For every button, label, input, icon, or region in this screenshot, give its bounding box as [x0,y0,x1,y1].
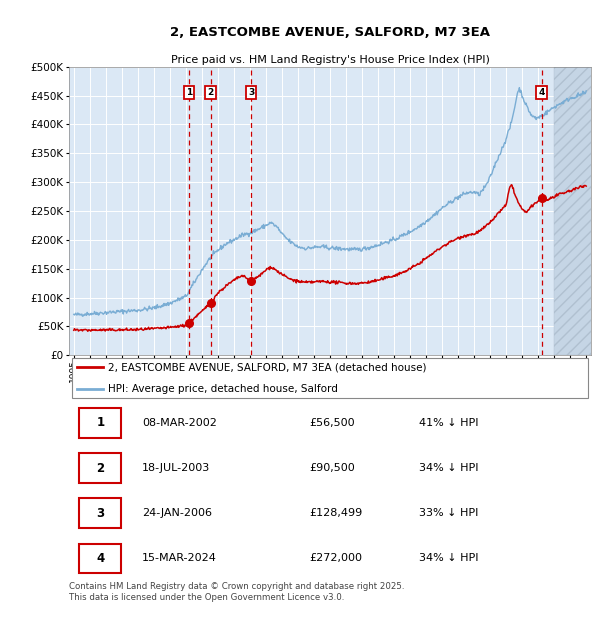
Text: 2: 2 [96,461,104,474]
Text: 2, EASTCOMBE AVENUE, SALFORD, M7 3EA: 2, EASTCOMBE AVENUE, SALFORD, M7 3EA [170,26,490,39]
Text: 34% ↓ HPI: 34% ↓ HPI [419,553,478,563]
Text: 4: 4 [538,88,545,97]
Text: 15-MAR-2024: 15-MAR-2024 [142,553,217,563]
Text: 1: 1 [186,88,192,97]
Text: £128,499: £128,499 [309,508,362,518]
Text: £90,500: £90,500 [309,463,355,473]
Text: 18-JUL-2003: 18-JUL-2003 [142,463,211,473]
Text: 33% ↓ HPI: 33% ↓ HPI [419,508,478,518]
Text: 41% ↓ HPI: 41% ↓ HPI [419,418,478,428]
Text: 4: 4 [96,552,104,565]
Text: 3: 3 [96,507,104,520]
Text: Contains HM Land Registry data © Crown copyright and database right 2025.
This d: Contains HM Land Registry data © Crown c… [69,582,404,602]
FancyBboxPatch shape [79,498,121,528]
Text: HPI: Average price, detached house, Salford: HPI: Average price, detached house, Salf… [108,384,338,394]
Text: 34% ↓ HPI: 34% ↓ HPI [419,463,478,473]
FancyBboxPatch shape [71,358,589,398]
Text: £56,500: £56,500 [309,418,355,428]
Text: Price paid vs. HM Land Registry's House Price Index (HPI): Price paid vs. HM Land Registry's House … [170,55,490,64]
Text: 08-MAR-2002: 08-MAR-2002 [142,418,217,428]
Bar [554,67,594,355]
Text: 2: 2 [208,88,214,97]
Text: 1: 1 [96,417,104,430]
FancyBboxPatch shape [79,408,121,438]
FancyBboxPatch shape [79,453,121,482]
Text: 3: 3 [248,88,254,97]
FancyBboxPatch shape [79,544,121,573]
Text: 24-JAN-2006: 24-JAN-2006 [142,508,212,518]
Text: £272,000: £272,000 [309,553,362,563]
Text: 2, EASTCOMBE AVENUE, SALFORD, M7 3EA (detached house): 2, EASTCOMBE AVENUE, SALFORD, M7 3EA (de… [108,363,427,373]
